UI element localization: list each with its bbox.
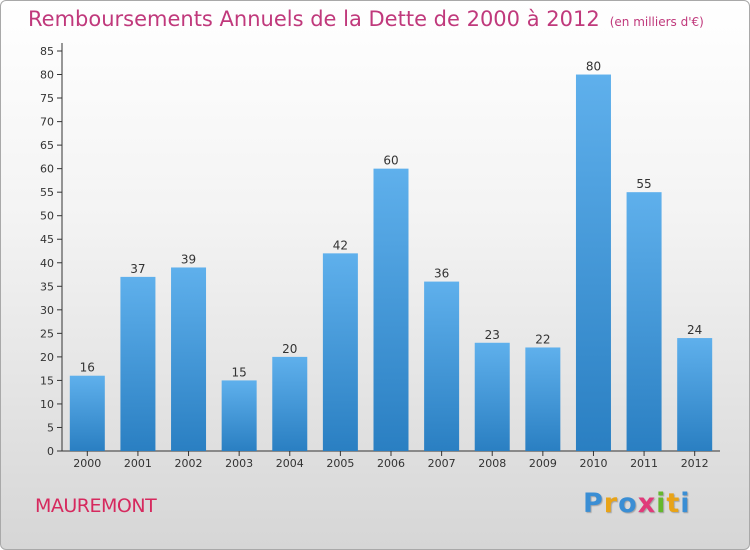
bar-value-label: 23 <box>485 328 500 342</box>
bars: 16 37 39 15 20 42 60 36 23 22 80 55 24 <box>69 60 713 452</box>
bar-value-label: 22 <box>535 332 550 346</box>
bar <box>221 380 257 451</box>
bar-value-label: 36 <box>434 267 449 281</box>
x-tick-label: 2005 <box>326 457 354 470</box>
bar-value-label: 20 <box>282 342 297 356</box>
axes: 0 5 10 15 20 25 30 35 40 45 50 55 60 65 70 75 80 85 2000 20… <box>40 43 720 470</box>
bar-value-label: 80 <box>586 60 601 74</box>
y-tick-label: 5 <box>47 421 54 434</box>
x-tick-label: 2002 <box>175 457 203 470</box>
bar <box>677 338 713 451</box>
x-tick-label: 2011 <box>630 457 658 470</box>
y-tick-label: 10 <box>40 398 54 411</box>
y-tick-label: 35 <box>40 280 54 293</box>
title-text: Remboursements Annuels de la Dette de 20… <box>28 7 600 31</box>
x-tick-label: 2006 <box>377 457 405 470</box>
bar <box>575 74 611 451</box>
bar <box>120 276 156 451</box>
bar-value-label: 24 <box>687 323 702 337</box>
proxiti-logo: Proxiti <box>583 488 691 519</box>
bar <box>272 356 308 451</box>
bar <box>322 253 358 451</box>
x-tick-label: 2010 <box>579 457 607 470</box>
x-tick-label: 2001 <box>124 457 152 470</box>
y-tick-label: 85 <box>40 45 54 58</box>
bar-value-label: 42 <box>333 238 348 252</box>
y-tick-label: 0 <box>47 445 54 458</box>
bar-value-label: 60 <box>383 154 398 168</box>
x-tick-label: 2009 <box>529 457 557 470</box>
y-tick-label: 30 <box>40 304 54 317</box>
x-tick-label: 2012 <box>681 457 709 470</box>
bar <box>373 168 409 451</box>
y-tick-label: 75 <box>40 92 54 105</box>
bar-value-label: 39 <box>181 252 196 266</box>
chart-title: Remboursements Annuels de la Dette de 20… <box>28 7 704 31</box>
bar-value-label: 15 <box>232 365 247 379</box>
x-tick-label: 2000 <box>73 457 101 470</box>
y-tick-label: 70 <box>40 116 54 129</box>
y-tick-label: 60 <box>40 163 54 176</box>
bar-value-label: 55 <box>636 177 651 191</box>
y-tick-label: 15 <box>40 374 54 387</box>
bar-value-label: 16 <box>80 361 95 375</box>
y-tick-label: 50 <box>40 210 54 223</box>
bar <box>69 375 105 451</box>
x-tick-label: 2007 <box>428 457 456 470</box>
bar <box>474 342 510 451</box>
commune-name: MAUREMONT <box>35 495 157 517</box>
bar-value-label: 37 <box>130 262 145 276</box>
y-tick-label: 65 <box>40 139 54 152</box>
x-tick-label: 2004 <box>276 457 304 470</box>
bar <box>171 267 207 451</box>
y-tick-label: 20 <box>40 351 54 364</box>
y-tick-label: 25 <box>40 327 54 340</box>
y-tick-label: 55 <box>40 186 54 199</box>
y-tick-label: 40 <box>40 257 54 270</box>
x-tick-label: 2003 <box>225 457 253 470</box>
bar <box>424 281 460 451</box>
x-tick-label: 2008 <box>478 457 506 470</box>
y-tick-label: 80 <box>40 69 54 82</box>
bar <box>525 347 561 451</box>
unit-text: (en milliers d'€) <box>609 15 704 29</box>
y-tick-label: 45 <box>40 233 54 246</box>
bar <box>626 192 662 452</box>
